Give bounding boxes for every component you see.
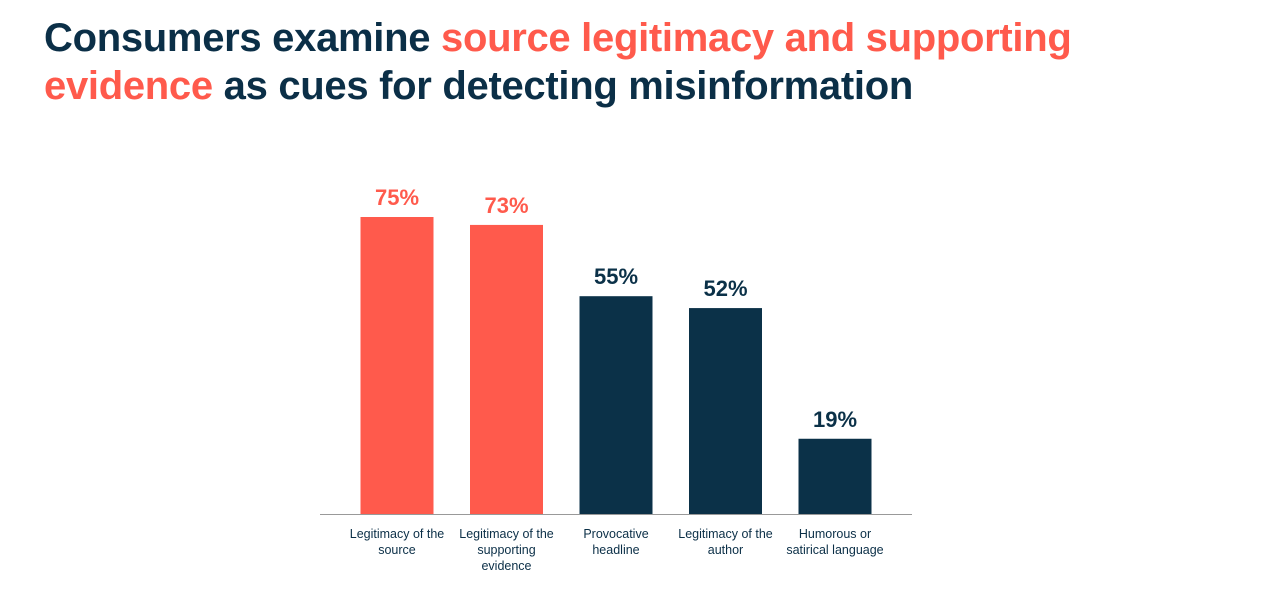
title-segment: as cues for detecting misinformation (223, 64, 914, 108)
value-label: 55% (594, 264, 638, 289)
x-tick-label: Legitimacy of the source (349, 527, 445, 557)
title-segment: Consumers examine (44, 16, 431, 60)
bar (689, 308, 762, 514)
title-segment: source legitimacy and supporting evidenc… (44, 16, 1072, 108)
value-label: 73% (484, 193, 528, 218)
value-label: 75% (375, 185, 419, 210)
x-tick-label: Legitimacy of the supporting evidence (459, 527, 554, 573)
value-label: 19% (813, 407, 857, 432)
bar (798, 438, 872, 514)
bar (360, 217, 434, 514)
bar (470, 224, 543, 515)
x-tick-label: Provocative headline (583, 527, 649, 557)
value-label: 52% (703, 276, 747, 301)
bar (579, 296, 653, 514)
chart-title: Consumers examine source legitimacy and … (44, 14, 1164, 110)
x-tick-label: Humorous or satirical language (786, 527, 884, 557)
x-tick-label: Legitimacy of the author (678, 527, 773, 557)
